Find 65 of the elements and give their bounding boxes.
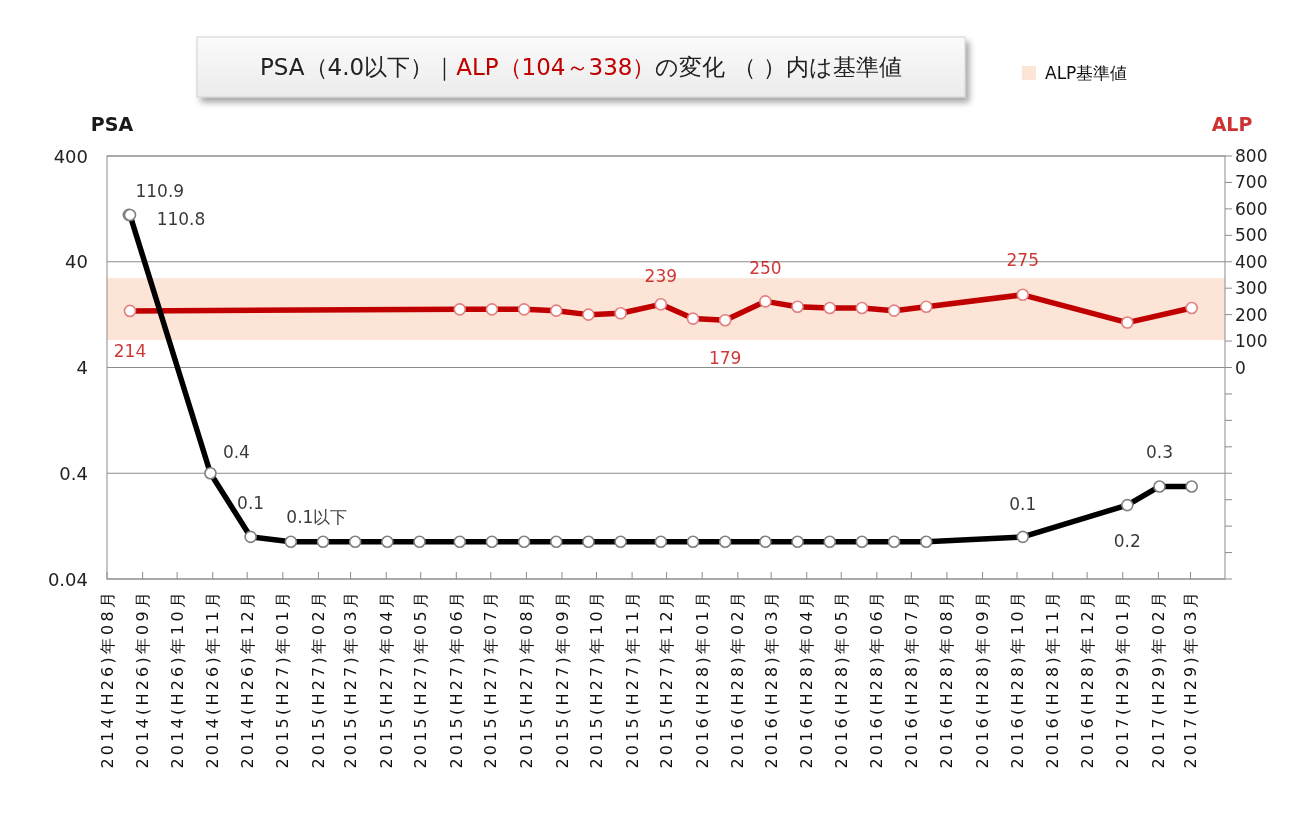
y-axis-title: PSA	[90, 113, 134, 135]
y-tick-label: 40	[65, 251, 88, 273]
x-tick-label: 2016(H28)年08月	[937, 589, 957, 769]
x-tick-label: 2016(H28)年01月	[692, 589, 712, 769]
x-tick-label: 2016(H28)年11月	[1043, 589, 1063, 769]
x-tick-label: 2014(H26)年08月	[97, 589, 117, 769]
x-tick-label: 2017(H29)年02月	[1148, 589, 1168, 769]
x-tick-label: 2016(H28)年07月	[901, 589, 921, 769]
data-label: 110.8	[156, 208, 206, 229]
chart-title: PSA（4.0以下）｜ALP（104～338）の変化 （ ）内は基準値	[259, 54, 903, 81]
data-label: 275	[1006, 249, 1039, 270]
x-tick-label: 2015(H27)年04月	[376, 589, 396, 769]
x-tick-label: 2016(H28)年05月	[831, 589, 851, 769]
data-label: 110.9	[135, 180, 185, 201]
x-tick-label: 2017(H29)年03月	[1181, 589, 1201, 769]
x-tick-label: 2014(H26)年11月	[203, 589, 223, 769]
y2-tick-label: 0	[1235, 357, 1246, 378]
data-label: 179	[708, 348, 742, 369]
y2-tick-label: 400	[1235, 251, 1268, 272]
x-tick-label: 2015(H27)年06月	[446, 589, 466, 769]
y-tick-label: 0.4	[59, 462, 88, 484]
legend: ALP基準値	[1022, 63, 1128, 83]
data-label: 0.2	[1113, 531, 1141, 552]
y2-tick-label: 100	[1235, 331, 1268, 352]
y2-axis-title: ALP	[1211, 113, 1253, 135]
y2-tick-label: 500	[1235, 225, 1268, 246]
y-tick-label: 0.04	[47, 568, 88, 590]
x-tick-label: 2015(H27)年03月	[341, 589, 361, 769]
title: PSA（4.0以下）｜ALP（104～338）の変化 （ ）内は基準値	[196, 36, 966, 98]
y2-tick-label: 200	[1235, 304, 1268, 325]
x-tick-label: 2015(H27)年10月	[586, 589, 606, 769]
x-tick-label: 2015(H27)年05月	[411, 589, 431, 769]
x-tick-label: 2014(H26)年12月	[237, 589, 257, 769]
x-tick-label: 2014(H26)年10月	[167, 589, 187, 769]
y-tick-label: 400	[53, 145, 88, 167]
y2-tick-label: 700	[1235, 172, 1268, 193]
x-tick-label: 2015(H27)年02月	[308, 589, 328, 769]
x-tick-label: 2016(H28)年12月	[1077, 589, 1097, 769]
x-tick-label: 2016(H28)年06月	[867, 589, 887, 769]
x-tick-label: 2015(H27)年08月	[516, 589, 536, 769]
data-label: 0.4	[222, 442, 250, 463]
data-label: 0.1	[1009, 493, 1037, 514]
y2-tick-label: 600	[1235, 198, 1268, 219]
x-tick-label: 2016(H28)年04月	[797, 589, 817, 769]
x-tick-label: 2016(H28)年03月	[761, 589, 781, 769]
x-tick-label: 2015(H27)年11月	[622, 589, 642, 769]
x-tick-label: 2015(H27)年09月	[552, 589, 572, 769]
x-tick-label: 2017(H29)年01月	[1113, 589, 1133, 769]
x-tick-label: 2015(H27)年01月	[273, 589, 293, 769]
data-label: 0.1	[237, 492, 265, 513]
x-tick-label: 2014(H26)年09月	[133, 589, 153, 769]
x-tick-label: 2016(H28)年09月	[973, 589, 993, 769]
y2-tick-label: 800	[1235, 146, 1268, 166]
y2-tick-label: 300	[1235, 278, 1268, 299]
x-tick-label: 2016(H28)年02月	[728, 589, 748, 769]
data-label: 239	[644, 266, 678, 287]
data-label: 0.3	[1145, 442, 1174, 463]
x-tick-label: 2016(H28)年10月	[1007, 589, 1027, 769]
legend-label: ALP基準値	[1045, 63, 1128, 83]
y-tick-label: 4	[76, 357, 88, 378]
x-tick-label: 2015(H27)年07月	[481, 589, 501, 769]
x-tick-label: 2015(H27)年12月	[657, 589, 677, 769]
data-label: 0.1以下	[286, 506, 348, 527]
data-label: 250	[749, 258, 782, 279]
data-label: 214	[113, 340, 147, 361]
